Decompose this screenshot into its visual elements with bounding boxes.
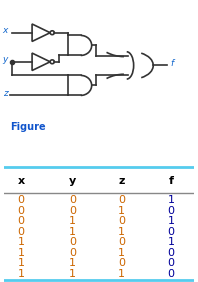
Text: 0: 0 (168, 248, 175, 258)
Text: 0: 0 (18, 195, 25, 205)
Text: 1: 1 (118, 248, 125, 258)
Text: 0: 0 (168, 258, 175, 268)
Text: x: x (3, 27, 8, 36)
Text: 0: 0 (69, 206, 76, 216)
Text: z: z (119, 176, 125, 186)
Text: z: z (3, 89, 8, 98)
Text: 0: 0 (18, 227, 25, 237)
Text: Figure: Figure (10, 122, 46, 132)
Text: 0: 0 (168, 269, 175, 279)
Text: 1: 1 (168, 237, 175, 247)
Text: 0: 0 (69, 237, 76, 247)
Text: 1: 1 (18, 258, 25, 268)
Text: 1: 1 (69, 216, 76, 226)
Text: 1: 1 (69, 258, 76, 268)
Text: x: x (17, 176, 25, 186)
Text: y: y (69, 176, 76, 186)
Text: 1: 1 (168, 195, 175, 205)
Text: y: y (3, 56, 8, 65)
Text: 1: 1 (69, 227, 76, 237)
Text: 0: 0 (118, 216, 125, 226)
Text: 0: 0 (18, 206, 25, 216)
Text: 0: 0 (118, 258, 125, 268)
Text: 0: 0 (168, 206, 175, 216)
Text: 1: 1 (18, 237, 25, 247)
Text: 1: 1 (168, 216, 175, 226)
Text: 1: 1 (118, 206, 125, 216)
Text: 0: 0 (118, 195, 125, 205)
Text: 1: 1 (18, 248, 25, 258)
Text: 0: 0 (69, 248, 76, 258)
Text: 0: 0 (118, 237, 125, 247)
Text: 0: 0 (168, 227, 175, 237)
Text: 0: 0 (18, 216, 25, 226)
Text: 1: 1 (118, 227, 125, 237)
Text: f: f (169, 176, 174, 186)
Text: 1: 1 (69, 269, 76, 279)
Text: 1: 1 (118, 269, 125, 279)
Text: 0: 0 (69, 195, 76, 205)
Text: 1: 1 (18, 269, 25, 279)
Text: f: f (170, 59, 173, 68)
